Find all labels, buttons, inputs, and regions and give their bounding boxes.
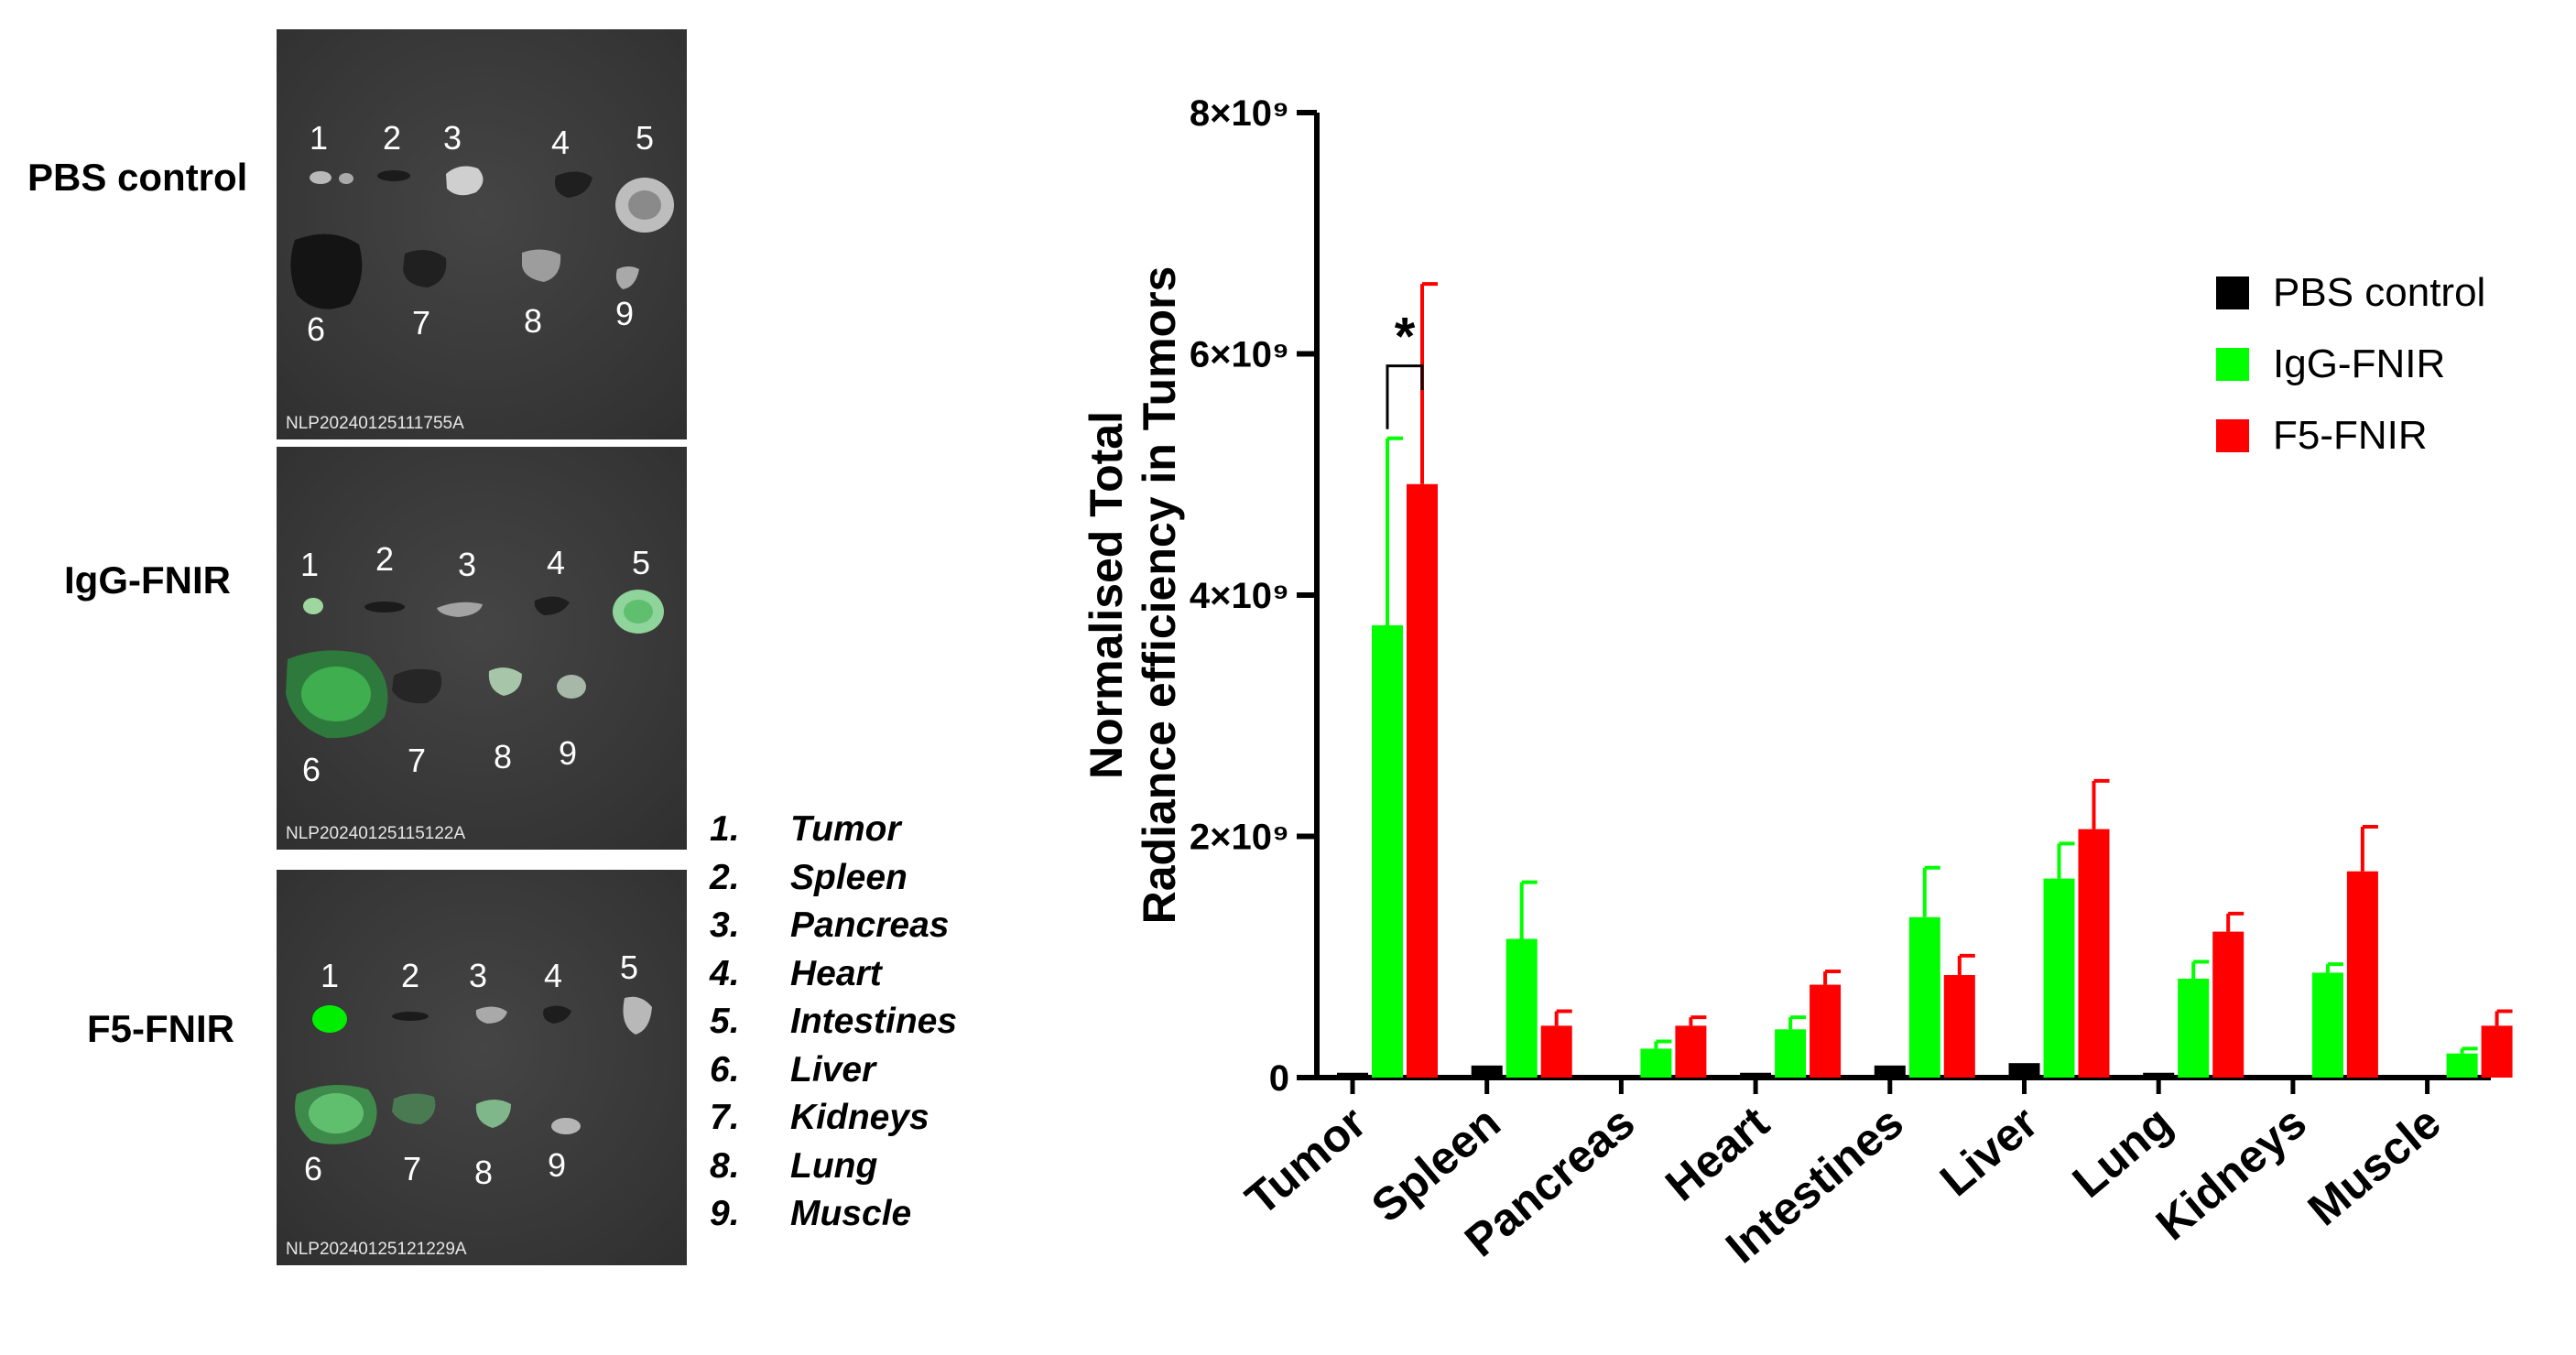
bar-pbs-control xyxy=(1874,1065,1906,1078)
bar-pbs-control xyxy=(1740,1072,1772,1078)
organ-key-item: 5. Intestines xyxy=(710,1002,958,1041)
organ-number: 4 xyxy=(544,957,563,994)
bar-f5-fnir xyxy=(1943,975,1975,1078)
image-id: NLP20240125115122A xyxy=(286,824,466,843)
bar-igg-fnir xyxy=(1775,1029,1807,1078)
organ-number: 7 xyxy=(412,304,431,341)
bar-pbs-control xyxy=(2277,1075,2309,1078)
organ-number: 1 xyxy=(300,546,320,583)
y-tick-label: 8×10⁹ xyxy=(1190,93,1289,134)
y-axis-label-line: Radiance efficiency in Tumors xyxy=(1134,266,1185,925)
bar-f5-fnir xyxy=(2346,871,2378,1078)
organ-number: 2 xyxy=(383,119,402,157)
bar-pbs-control xyxy=(1471,1065,1503,1078)
bar-igg-fnir xyxy=(2178,978,2210,1078)
organ-number: 9 xyxy=(559,734,578,772)
organ-number: 1 xyxy=(321,957,340,994)
bar-pbs-control xyxy=(2143,1072,2175,1078)
organ-number: 5 xyxy=(620,948,639,986)
organ-key-item: 3. Pancreas xyxy=(710,905,950,945)
bar-f5-fnir xyxy=(2481,1025,2513,1078)
bar-pbs-control xyxy=(2411,1075,2443,1078)
x-tick-label: Tumor xyxy=(1236,1097,1375,1226)
bar-pbs-control xyxy=(1605,1075,1637,1078)
y-axis-label-line: Normalised Total xyxy=(1081,411,1132,779)
y-tick-label: 6×10⁹ xyxy=(1190,335,1289,375)
group-label-pbs: PBS control xyxy=(27,156,248,199)
imaging-panel-igg: 1 2 3 4 5 6 7 8 9 NLP20240125115122A xyxy=(277,447,687,850)
organ-number: 4 xyxy=(551,124,571,161)
organ-key-item: 8. Lung xyxy=(710,1145,878,1186)
organ-number: 8 xyxy=(524,302,543,340)
organ-key-item: 1. Tumor xyxy=(710,809,901,849)
imaging-panel-pbs: 1 2 3 4 5 6 7 8 9 NLP20240125111755A xyxy=(277,29,687,439)
organ-number: 3 xyxy=(443,119,462,157)
organ-number: 8 xyxy=(474,1154,494,1191)
organ-number: 7 xyxy=(408,742,427,779)
organ-number: 2 xyxy=(375,540,395,578)
organ-number: 3 xyxy=(458,546,477,583)
x-tick-label: Liver xyxy=(1930,1097,2048,1207)
legend-swatch xyxy=(2216,419,2249,452)
x-tick-label: Kidneys xyxy=(2147,1097,2316,1251)
bar-igg-fnir xyxy=(2043,878,2075,1078)
organ-number: 4 xyxy=(547,544,566,581)
bar-f5-fnir xyxy=(2078,829,2110,1078)
y-axis-label: Normalised Total Radiance efficiency in T… xyxy=(1081,266,1185,925)
bar-f5-fnir xyxy=(1675,1025,1707,1078)
organ-number: 6 xyxy=(307,310,326,348)
group-label-igg: IgG-FNIR xyxy=(64,558,231,602)
bar-f5-fnir xyxy=(1810,984,1842,1078)
image-id: NLP20240125111755A xyxy=(286,414,464,433)
y-tick-label: 0 xyxy=(1269,1058,1289,1099)
organ-blobs-igg xyxy=(286,590,664,739)
organ-number: 1 xyxy=(310,119,329,157)
bar-igg-fnir xyxy=(2311,972,2343,1078)
organ-number: 9 xyxy=(548,1146,567,1184)
legend-swatch xyxy=(2216,348,2249,381)
organ-key-item: 2. Spleen xyxy=(710,857,908,897)
x-tick-label: Muscle xyxy=(2299,1097,2451,1236)
organ-key-item: 9. Muscle xyxy=(710,1194,912,1233)
legend-label: F5-FNIR xyxy=(2273,413,2428,458)
organ-number: 5 xyxy=(636,119,655,157)
organ-number: 3 xyxy=(469,957,488,994)
bar-f5-fnir xyxy=(1540,1025,1572,1078)
bar-pbs-control xyxy=(2008,1063,2040,1078)
y-tick-label: 2×10⁹ xyxy=(1190,818,1289,858)
organ-number: 5 xyxy=(632,544,651,581)
organ-key-item: 7. Kidneys xyxy=(710,1098,929,1137)
organ-key-list: 1. Tumor 2. Spleen 3. Pancreas 4. Heart 5. In… xyxy=(710,806,957,1239)
bar-igg-fnir xyxy=(2446,1053,2478,1078)
legend-swatch xyxy=(2216,276,2249,309)
bar-igg-fnir xyxy=(1640,1048,1672,1078)
group-label-f5: F5-FNIR xyxy=(87,1007,234,1050)
significance-marker: * xyxy=(1395,308,1416,367)
bar-igg-fnir xyxy=(1908,916,1940,1078)
organ-blobs-pbs xyxy=(290,166,674,309)
x-tick-label: Heart xyxy=(1656,1096,1778,1210)
bar-f5-fnir xyxy=(2212,931,2244,1078)
organ-number: 8 xyxy=(494,738,513,775)
legend-label: IgG-FNIR xyxy=(2273,341,2445,386)
organ-blobs-f5 xyxy=(295,996,652,1144)
significance-bracket xyxy=(1386,364,1424,429)
bar-f5-fnir xyxy=(1407,483,1438,1078)
organ-number: 6 xyxy=(302,751,321,788)
bar-pbs-control xyxy=(1337,1072,1368,1078)
organ-key-item: 4. Heart xyxy=(710,953,882,993)
organ-number: 2 xyxy=(401,957,420,994)
y-tick-label: 4×10⁹ xyxy=(1190,576,1289,616)
organ-number: 9 xyxy=(615,295,635,332)
bar-igg-fnir xyxy=(1372,624,1403,1078)
image-id: NLP20240125121229A xyxy=(286,1240,467,1259)
bar-igg-fnir xyxy=(1505,938,1538,1078)
organ-key-item: 6. Liver xyxy=(710,1049,876,1089)
imaging-panel-f5: 1 2 3 4 5 6 7 8 9 NLP20240125121229A xyxy=(277,870,687,1265)
legend-label: PBS control xyxy=(2273,270,2485,315)
bar-chart: 0 2×10⁹ 4×10⁹ 6×10⁹ 8×10⁹ Normalised Total Rad… xyxy=(1081,93,2513,1273)
organ-number: 6 xyxy=(304,1150,323,1187)
organ-number: 7 xyxy=(403,1150,422,1187)
x-tick-label: Lung xyxy=(2063,1097,2182,1208)
